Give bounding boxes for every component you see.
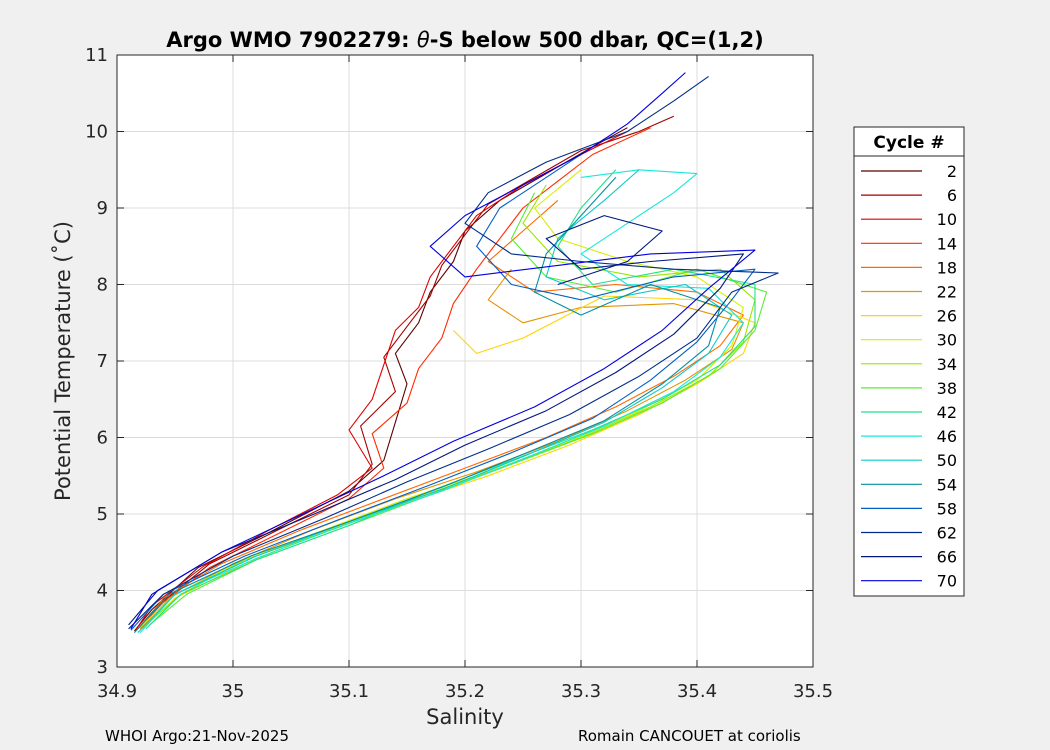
legend-title: Cycle # <box>873 133 944 153</box>
y-tick-label: 10 <box>85 122 108 143</box>
legend-label-cycle-58: 58 <box>937 499 957 518</box>
series-layer <box>128 72 779 633</box>
y-tick-label: 5 <box>97 504 108 525</box>
series-line-cycle-46 <box>139 169 744 633</box>
x-tick-label: 35.4 <box>677 681 717 702</box>
footer-right: Romain CANCOUET at coriolis <box>578 727 801 745</box>
legend-label-cycle-18: 18 <box>937 258 957 277</box>
x-tick-label: 35.5 <box>793 681 833 702</box>
title-suffix: -S below 500 dbar, QC=(1,2) <box>430 28 764 52</box>
legend-label-cycle-38: 38 <box>937 379 957 398</box>
legend-label-cycle-42: 42 <box>937 403 957 422</box>
x-tick-label: 34.9 <box>97 681 137 702</box>
x-tick-label: 35.1 <box>329 681 369 702</box>
legend-label-cycle-26: 26 <box>937 307 957 326</box>
series-line-cycle-62 <box>128 75 779 630</box>
footer-left: WHOI Argo:21-Nov-2025 <box>105 727 289 745</box>
chart-title: Argo WMO 7902279: θ-S below 500 dbar, QC… <box>166 28 763 52</box>
x-tick-label: 35.2 <box>445 681 485 702</box>
x-tick-label: 35.3 <box>561 681 601 702</box>
series-line-cycle-2 <box>133 127 628 632</box>
legend-label-cycle-50: 50 <box>937 451 957 470</box>
legend: Cycle # 26101418222630343842465054586266… <box>853 126 965 597</box>
series-line-cycle-42 <box>145 169 756 630</box>
series-line-cycle-34 <box>145 184 756 626</box>
y-tick-label: 3 <box>97 657 108 678</box>
y-axis-label: Potential Temperature (˚C) <box>51 221 75 501</box>
tick-marks <box>116 54 814 668</box>
series-line-cycle-14 <box>139 127 651 628</box>
legend-label-cycle-22: 22 <box>937 283 957 302</box>
series-line-cycle-22 <box>140 268 744 629</box>
x-tick-label: 35 <box>222 681 245 702</box>
title-theta-symbol: θ <box>417 28 430 52</box>
legend-label-cycle-46: 46 <box>937 427 957 446</box>
y-tick-label: 8 <box>97 275 108 296</box>
series-line-cycle-70 <box>130 72 756 630</box>
y-tick-label: 6 <box>97 428 108 449</box>
series-line-cycle-58 <box>130 138 756 631</box>
legend-label-cycle-66: 66 <box>937 548 957 567</box>
legend-label-cycle-6: 6 <box>947 186 957 205</box>
series-line-cycle-18 <box>139 199 744 630</box>
legend-label-cycle-62: 62 <box>937 524 957 543</box>
legend-box <box>853 126 965 597</box>
x-axis-label: Salinity <box>426 705 504 729</box>
legend-label-cycle-30: 30 <box>937 331 957 350</box>
series-line-cycle-6 <box>137 115 675 630</box>
legend-label-cycle-70: 70 <box>937 572 957 591</box>
legend-label-cycle-14: 14 <box>937 234 957 253</box>
y-tick-label: 7 <box>97 351 108 372</box>
y-tick-label: 9 <box>97 198 108 219</box>
series-line-cycle-10 <box>135 131 628 631</box>
legend-label-cycle-34: 34 <box>937 355 957 374</box>
y-tick-label: 4 <box>97 581 108 602</box>
y-tick-label: 11 <box>85 45 108 66</box>
legend-label-cycle-2: 2 <box>947 162 957 181</box>
legend-label-cycle-10: 10 <box>937 210 957 229</box>
title-prefix: Argo WMO 7902279: <box>166 28 417 52</box>
series-line-cycle-50 <box>137 169 733 633</box>
series-line-cycle-66 <box>128 215 744 626</box>
legend-label-cycle-54: 54 <box>937 475 957 494</box>
x-tick-labels: 34.9 35 35.1 35.2 35.3 35.4 35.5 <box>97 681 833 702</box>
series-line-cycle-54 <box>133 177 721 633</box>
y-tick-labels: 3 4 5 6 7 8 9 10 11 <box>85 45 108 678</box>
